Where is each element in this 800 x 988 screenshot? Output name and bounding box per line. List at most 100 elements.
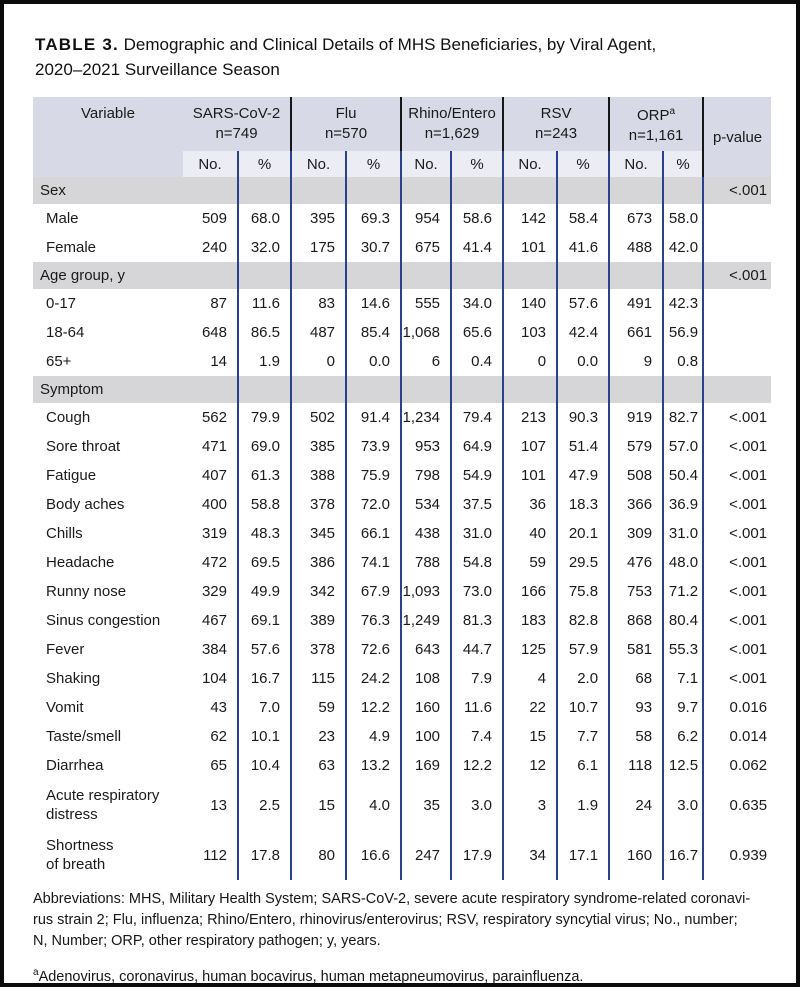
sample-size: n=1,629 — [424, 125, 480, 142]
footnote-a: aAdenovirus, coronavirus, human bocaviru… — [33, 962, 768, 988]
table-cell: 30.7 — [345, 233, 402, 262]
col-header-sars-cov-2: SARS-CoV-2 n=749 — [183, 97, 291, 151]
table-row: Male 509 68.0 395 69.3 954 58.6 142 58.4 673 58.0 — [33, 204, 772, 233]
subheader-no: No. — [608, 151, 664, 177]
table-cell: 378 — [290, 490, 347, 519]
table-cell: 10.1 — [236, 722, 292, 751]
table-cell: 17.8 — [236, 830, 292, 880]
table-cell: 11.6 — [450, 693, 504, 722]
table-body: Sex <.001 Male 509 68.0 395 69.3 954 58.6 142 58.4… — [33, 177, 772, 880]
row-label: Chills — [46, 525, 83, 542]
table-cell: 64.9 — [450, 432, 504, 461]
table-cell: 798 — [400, 461, 452, 490]
col-header-orp: ORPa n=1,161 — [608, 97, 704, 151]
table-cell — [450, 262, 504, 289]
table-cell: 76.3 — [345, 606, 402, 635]
p-value-cell — [702, 376, 772, 403]
header-row-groups: Variable SARS-CoV-2 n=749 Flu n=570 Rhin… — [33, 97, 772, 177]
table-cell: 65.6 — [450, 318, 504, 347]
table-cell — [556, 262, 610, 289]
table-cell: 11.6 — [236, 289, 292, 318]
table-cell: 68 — [608, 664, 664, 693]
table-cell: 4.9 — [345, 722, 402, 751]
table-cell: 54.8 — [450, 548, 504, 577]
table-cell: 44.7 — [450, 635, 504, 664]
table-cell: 385 — [290, 432, 347, 461]
p-value-cell: <.001 — [702, 635, 772, 664]
table-cell: 68.0 — [236, 204, 292, 233]
table-cell: 65 — [210, 757, 227, 774]
table-row: Runny nose 329 49.9 342 67.9 1,093 73.0 166 75.8… — [33, 577, 772, 606]
table-cell — [183, 177, 238, 204]
table-cell — [236, 376, 292, 403]
table-cell: 581 — [608, 635, 664, 664]
table-cell: 213 — [502, 403, 558, 432]
table-cell: 49.9 — [236, 577, 292, 606]
table-cell — [608, 177, 664, 204]
table-cell: 57.6 — [236, 635, 292, 664]
p-value-cell — [702, 233, 772, 262]
table-cell: 1.9 — [236, 347, 292, 376]
p-value-cell: <.001 — [702, 548, 772, 577]
table-cell: 2.5 — [236, 780, 292, 830]
table-cell: 57.9 — [556, 635, 610, 664]
table-cell: 40 — [502, 519, 558, 548]
table-cell: 160 — [608, 830, 664, 880]
table-cell: 108 — [400, 664, 452, 693]
table-cell: 7.0 — [236, 693, 292, 722]
table-cell: 555 — [400, 289, 452, 318]
virus-name: RSV — [540, 105, 572, 122]
table-cell: 75.9 — [345, 461, 402, 490]
p-value-cell: 0.016 — [702, 693, 772, 722]
table-cell: 101 — [502, 233, 558, 262]
table-cell: 80.4 — [662, 606, 704, 635]
table-cell: 16.7 — [662, 830, 704, 880]
table-cell — [502, 262, 558, 289]
table-cell: 24 — [608, 780, 664, 830]
table-cell: 13.2 — [345, 751, 402, 780]
table-cell: 467 — [201, 612, 227, 629]
table-cell: 118 — [608, 751, 664, 780]
table-cell: 112 — [203, 846, 227, 864]
col-header-rhino-entero: Rhino/Entero n=1,629 — [400, 97, 504, 151]
table-cell: 954 — [400, 204, 452, 233]
table-cell: 1,068 — [400, 318, 452, 347]
table-cell: 42.3 — [662, 289, 704, 318]
table-cell: 12.2 — [450, 751, 504, 780]
row-label: Sinus congestion — [46, 612, 161, 629]
col-header-flu: Flu n=570 — [290, 97, 402, 151]
table-cell: 240 — [201, 239, 227, 256]
table-cell: 69.1 — [236, 606, 292, 635]
table-row: Acute respiratory distress 13 2.5 15 4.0 35 3.… — [33, 780, 772, 830]
table-cell: 42.0 — [662, 233, 704, 262]
table-cell: 17.9 — [450, 830, 504, 880]
table-cell: 386 — [290, 548, 347, 577]
table-cell — [502, 376, 558, 403]
row-label: 0-17 — [46, 295, 77, 312]
table-cell: 57.0 — [662, 432, 704, 461]
table-cell: 472 — [201, 554, 227, 571]
table-cell: 166 — [502, 577, 558, 606]
table-cell: 3 — [502, 780, 558, 830]
table-cell: 50.4 — [662, 461, 704, 490]
table-cell — [183, 376, 238, 403]
section-row: Symptom — [33, 376, 772, 403]
table-cell: 34.0 — [450, 289, 504, 318]
table-cell: 491 — [608, 289, 664, 318]
table-row: Vomit 43 7.0 59 12.2 160 11.6 22 10.7 93 9.7 0.016 — [33, 693, 772, 722]
table-cell: 36.9 — [662, 490, 704, 519]
table-row: Fever 384 57.6 378 72.6 643 44.7 125 57.9 581 55.3… — [33, 635, 772, 664]
table-cell — [662, 177, 704, 204]
table-cell: 31.0 — [662, 519, 704, 548]
table-cell: 471 — [201, 438, 227, 455]
table-cell: 54.9 — [450, 461, 504, 490]
virus-name: Rhino/Entero — [408, 105, 496, 122]
table-cell: 80 — [290, 830, 347, 880]
table-cell: 66.1 — [345, 519, 402, 548]
table-cell: 0 — [290, 347, 347, 376]
table-cell: 63 — [290, 751, 347, 780]
table-cell: 329 — [201, 583, 227, 600]
row-label: Acute respiratory distress — [46, 787, 160, 823]
table-cell — [662, 376, 704, 403]
subheader-pct: % — [662, 151, 704, 177]
